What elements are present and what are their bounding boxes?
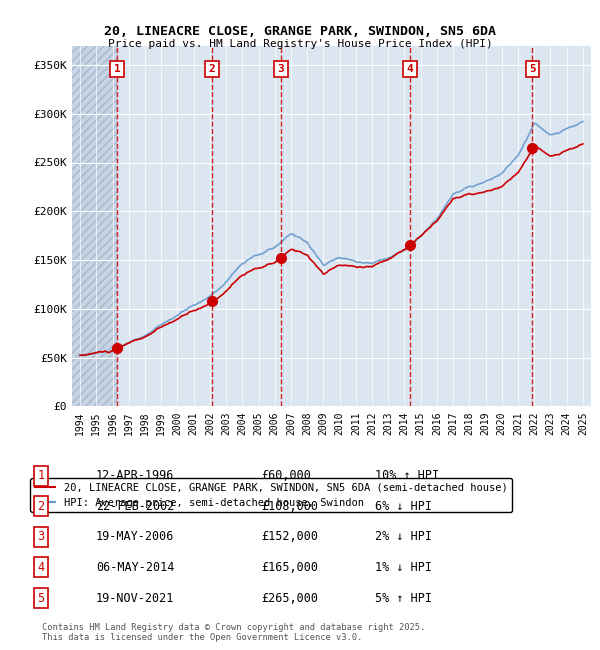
Text: 3: 3 <box>278 64 284 74</box>
Text: 2: 2 <box>209 64 215 74</box>
Text: Price paid vs. HM Land Registry's House Price Index (HPI): Price paid vs. HM Land Registry's House … <box>107 39 493 49</box>
Text: 19-NOV-2021: 19-NOV-2021 <box>96 592 175 604</box>
Text: 4: 4 <box>37 561 44 574</box>
Text: 06-MAY-2014: 06-MAY-2014 <box>96 561 175 574</box>
Text: 20, LINEACRE CLOSE, GRANGE PARK, SWINDON, SN5 6DA: 20, LINEACRE CLOSE, GRANGE PARK, SWINDON… <box>104 25 496 38</box>
Text: 2% ↓ HPI: 2% ↓ HPI <box>375 530 432 543</box>
Text: 2: 2 <box>37 500 44 513</box>
Text: 3: 3 <box>37 530 44 543</box>
Text: 5: 5 <box>37 592 44 604</box>
Text: £108,000: £108,000 <box>261 500 318 513</box>
Text: 5% ↑ HPI: 5% ↑ HPI <box>375 592 432 604</box>
Text: 12-APR-1996: 12-APR-1996 <box>96 469 175 482</box>
Text: £60,000: £60,000 <box>261 469 311 482</box>
Text: 6% ↓ HPI: 6% ↓ HPI <box>375 500 432 513</box>
Text: £265,000: £265,000 <box>261 592 318 604</box>
Text: 10% ↑ HPI: 10% ↑ HPI <box>375 469 439 482</box>
Bar <box>72 46 117 406</box>
Text: 4: 4 <box>407 64 413 74</box>
Text: £165,000: £165,000 <box>261 561 318 574</box>
Text: 19-MAY-2006: 19-MAY-2006 <box>96 530 175 543</box>
Text: 5: 5 <box>529 64 536 74</box>
Text: 1% ↓ HPI: 1% ↓ HPI <box>375 561 432 574</box>
Text: 1: 1 <box>114 64 121 74</box>
Text: Contains HM Land Registry data © Crown copyright and database right 2025.
This d: Contains HM Land Registry data © Crown c… <box>42 623 425 642</box>
Text: 1: 1 <box>37 469 44 482</box>
Text: 22-FEB-2002: 22-FEB-2002 <box>96 500 175 513</box>
Legend: 20, LINEACRE CLOSE, GRANGE PARK, SWINDON, SN5 6DA (semi-detached house), HPI: Av: 20, LINEACRE CLOSE, GRANGE PARK, SWINDON… <box>31 478 512 512</box>
Text: £152,000: £152,000 <box>261 530 318 543</box>
